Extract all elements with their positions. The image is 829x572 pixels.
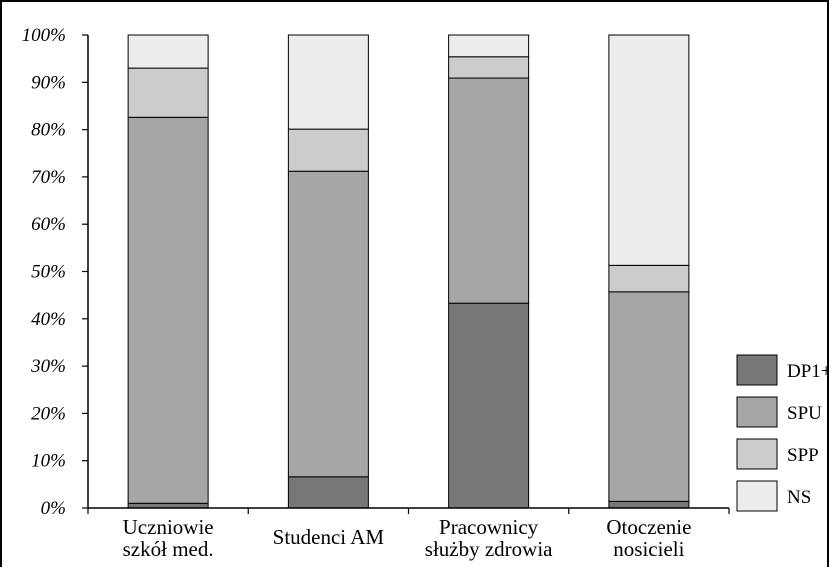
legend-label: SPP bbox=[787, 445, 819, 466]
legend-label: SPU bbox=[787, 403, 822, 424]
y-tick-label: 90% bbox=[31, 72, 66, 93]
y-tick-label: 30% bbox=[30, 356, 66, 377]
y-tick-label: 80% bbox=[31, 120, 66, 141]
y-tick-label: 20% bbox=[31, 403, 66, 424]
bar-segment-ns-2 bbox=[287, 34, 369, 130]
legend-swatch-spp bbox=[736, 438, 778, 470]
bar-segment-spp-3 bbox=[448, 56, 530, 79]
x-category-label: Pracownicy bbox=[439, 515, 539, 539]
x-category-label: Uczniowie bbox=[123, 515, 214, 539]
legend-label: NS bbox=[787, 487, 811, 508]
y-tick-label: 70% bbox=[31, 167, 66, 188]
legend-label: DP1+ bbox=[787, 361, 829, 382]
x-category-label: nosicieli bbox=[613, 537, 684, 561]
y-ticks: 0% 10% 20% 30% 40% 50% 60% 70% 80% 90% 100% bbox=[22, 25, 730, 519]
bar-segment-spu-1 bbox=[127, 116, 209, 504]
y-tick-label: 40% bbox=[31, 309, 66, 330]
x-category-label: Studenci AM bbox=[273, 525, 385, 549]
bar-segment-dp1-3 bbox=[448, 302, 530, 509]
bar-segment-ns-1 bbox=[127, 34, 209, 69]
bar-segment-spu-2 bbox=[287, 170, 369, 478]
legend-swatch-spu bbox=[736, 396, 778, 428]
x-category-label: Otoczenie bbox=[606, 515, 691, 539]
legend-swatch-ns bbox=[736, 480, 778, 512]
y-tick-label: 10% bbox=[31, 451, 66, 472]
bar-segment-spu-3 bbox=[448, 77, 530, 304]
legend-swatch-dp1 bbox=[736, 354, 778, 386]
legend: DP1+ SPU SPP NS bbox=[736, 354, 829, 512]
bar-segment-spp-1 bbox=[127, 67, 209, 118]
bar-segment-ns-4 bbox=[608, 34, 690, 266]
bar-segment-dp1-2 bbox=[287, 476, 369, 509]
bar-segment-ns-3 bbox=[448, 34, 530, 58]
y-tick-label: 60% bbox=[31, 214, 66, 235]
bar-segment-spu-4 bbox=[608, 291, 690, 502]
x-category-label: służby zdrowia bbox=[425, 537, 553, 561]
bar-segment-spp-2 bbox=[287, 128, 369, 172]
bars-layer bbox=[127, 34, 690, 509]
x-category-label: szkół med. bbox=[123, 537, 214, 561]
y-tick-label: 50% bbox=[31, 262, 66, 283]
bar-segment-dp1-4 bbox=[608, 500, 690, 509]
y-tick-label: 0% bbox=[41, 498, 66, 519]
y-tick-label: 100% bbox=[22, 25, 66, 46]
bar-segment-spp-4 bbox=[608, 264, 690, 293]
